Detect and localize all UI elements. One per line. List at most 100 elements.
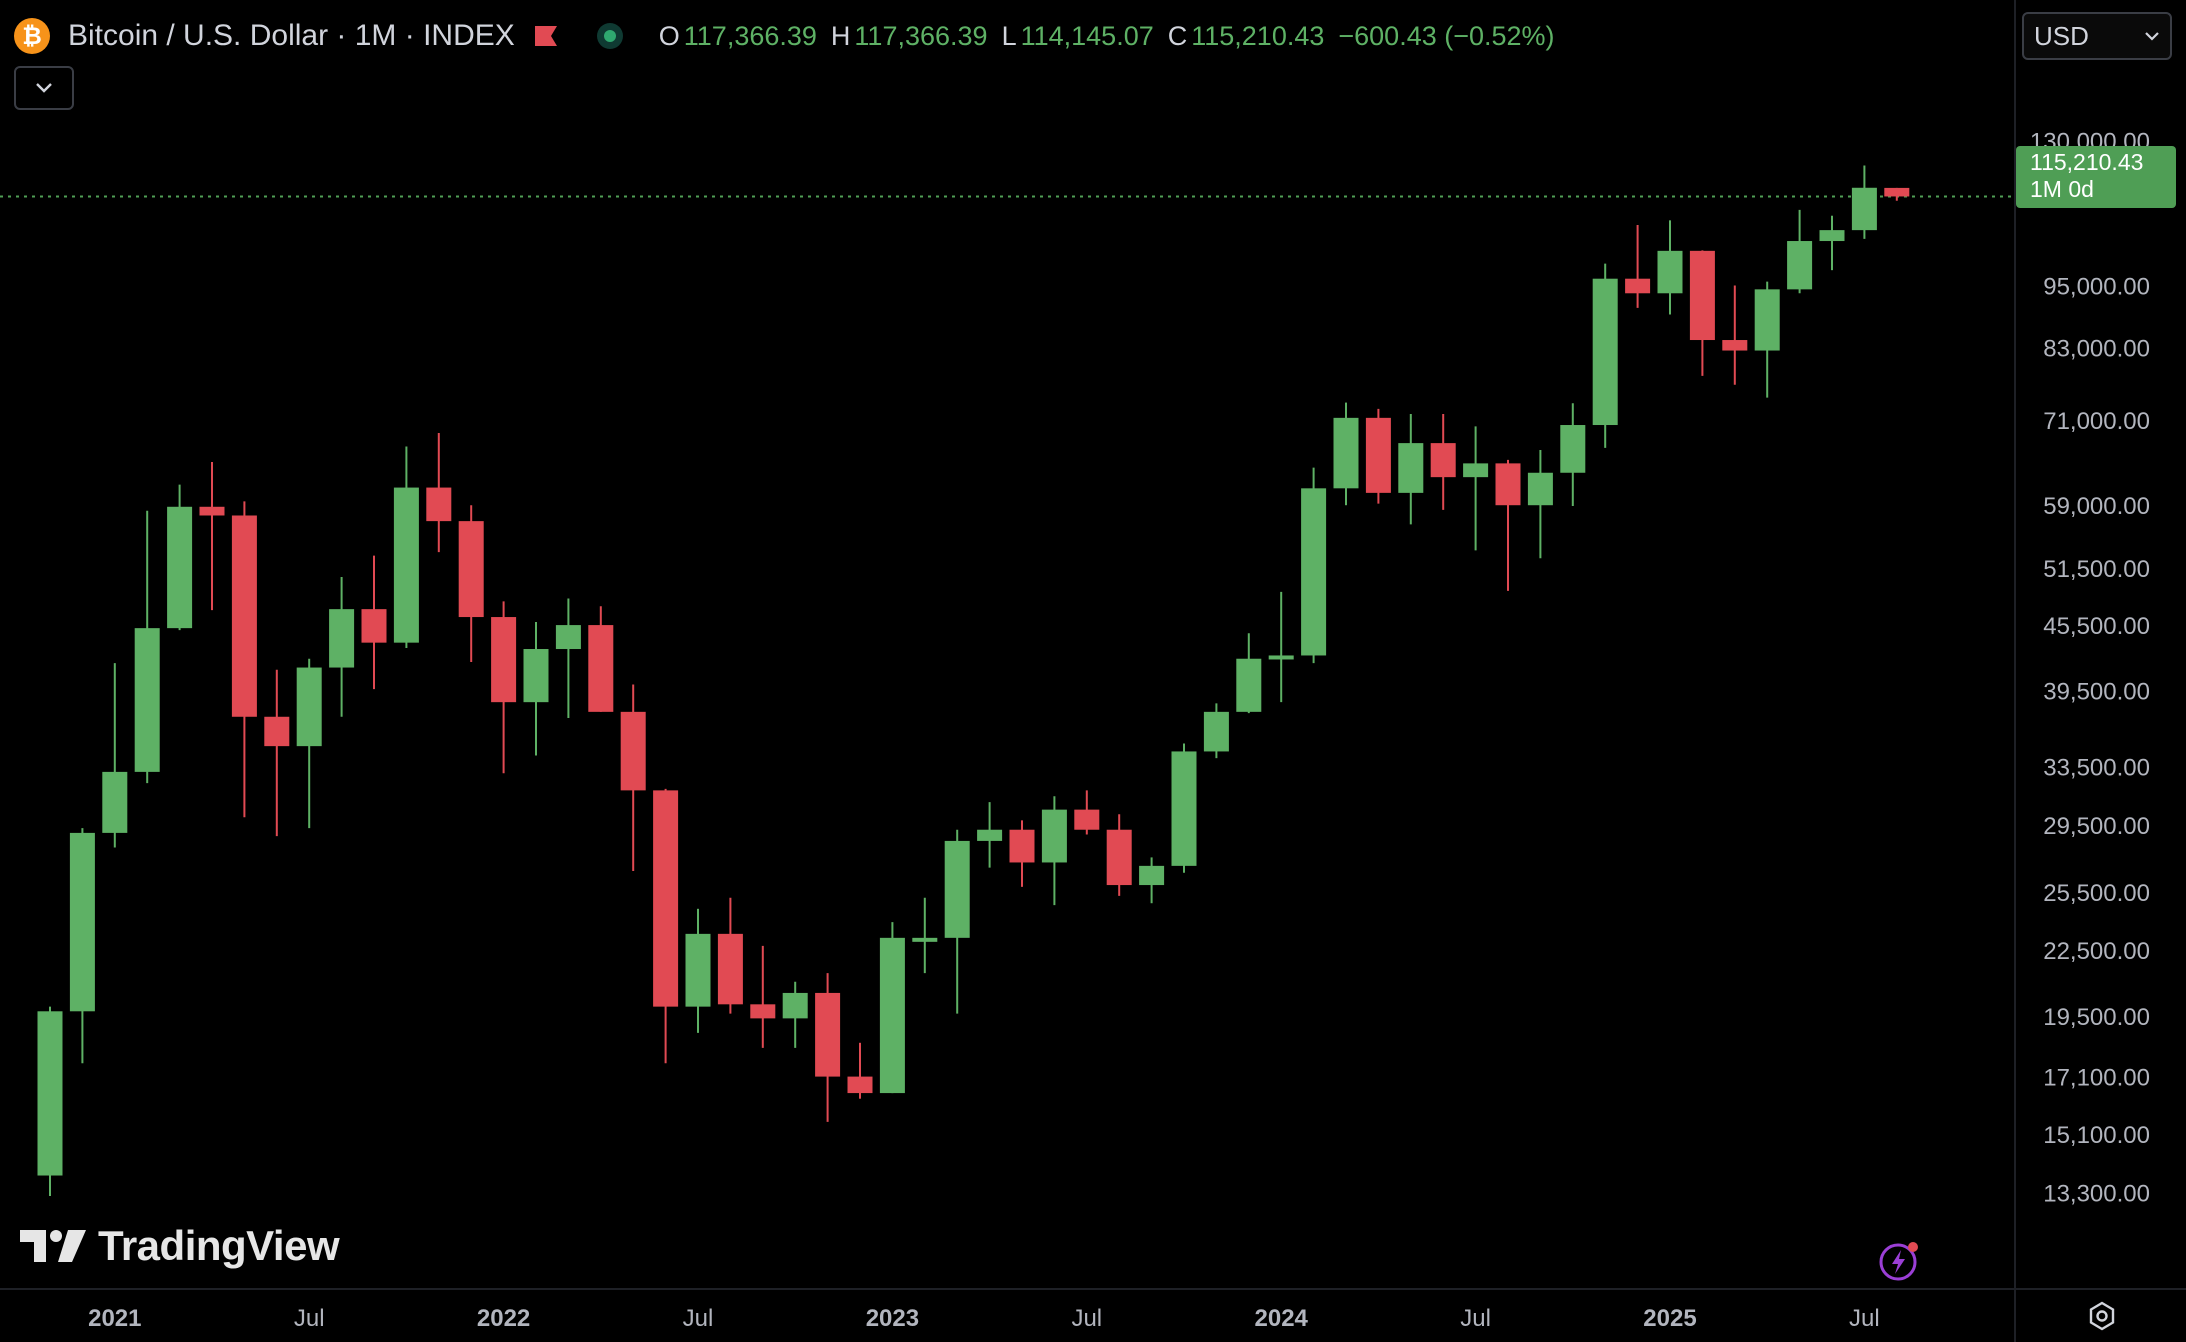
candle-2021-10[interactable] bbox=[393, 446, 419, 648]
candle-2025-04[interactable] bbox=[1754, 281, 1780, 398]
candle-body bbox=[1851, 187, 1877, 231]
candle-2023-03[interactable] bbox=[944, 829, 970, 1014]
candle-2021-11[interactable] bbox=[426, 432, 452, 553]
candle-2025-01[interactable] bbox=[1657, 220, 1683, 315]
candle-2021-04[interactable] bbox=[199, 461, 225, 611]
candle-2021-01[interactable] bbox=[102, 663, 128, 848]
candle-body bbox=[167, 506, 193, 629]
candle-2021-07[interactable] bbox=[296, 658, 322, 829]
candle-body bbox=[879, 937, 905, 1094]
price-axis-divider bbox=[2014, 0, 2016, 1342]
y-tick-label: 83,000.00 bbox=[2043, 336, 2150, 363]
candle-2023-04[interactable] bbox=[977, 802, 1003, 868]
candle-2023-09[interactable] bbox=[1139, 857, 1165, 904]
candle-2024-09[interactable] bbox=[1527, 450, 1553, 559]
candle-2020-11[interactable] bbox=[37, 1006, 63, 1197]
candle-2024-12[interactable] bbox=[1625, 224, 1651, 308]
candle-2023-01[interactable] bbox=[879, 922, 905, 1094]
candle-2023-08[interactable] bbox=[1106, 814, 1132, 896]
collapse-legend-button[interactable] bbox=[14, 66, 74, 110]
candle-body bbox=[361, 609, 387, 643]
candle-2022-01[interactable] bbox=[491, 601, 517, 774]
candle-2022-05[interactable] bbox=[620, 684, 646, 872]
candle-2022-11[interactable] bbox=[815, 973, 841, 1122]
candle-2022-06[interactable] bbox=[653, 788, 679, 1064]
candle-body bbox=[296, 667, 322, 747]
candle-2021-03[interactable] bbox=[167, 484, 193, 631]
candle-2024-07[interactable] bbox=[1463, 426, 1489, 551]
candle-body bbox=[588, 625, 614, 712]
candle-2022-12[interactable] bbox=[847, 1042, 873, 1099]
candle-2023-02[interactable] bbox=[912, 897, 938, 974]
symbol-title[interactable]: Bitcoin / U.S. Dollar · 1M · INDEX bbox=[68, 19, 515, 52]
candle-2021-09[interactable] bbox=[361, 555, 387, 690]
candle-2022-02[interactable] bbox=[523, 622, 549, 756]
candle-body bbox=[491, 617, 517, 703]
settings-icon[interactable] bbox=[2086, 1300, 2118, 1332]
candle-2025-07[interactable] bbox=[1851, 165, 1877, 239]
candle-body bbox=[1430, 443, 1456, 478]
candle-body bbox=[653, 790, 679, 1007]
y-tick-label: 15,100.00 bbox=[2043, 1122, 2150, 1149]
candle-2024-04[interactable] bbox=[1365, 408, 1391, 504]
candle-2022-08[interactable] bbox=[717, 897, 743, 1014]
x-tick-label: 2021 bbox=[88, 1305, 141, 1332]
candle-2025-03[interactable] bbox=[1722, 285, 1748, 385]
candle-body bbox=[1495, 463, 1521, 506]
candle-body bbox=[717, 933, 743, 1005]
flag-icon[interactable] bbox=[533, 23, 559, 49]
candle-2024-03[interactable] bbox=[1333, 402, 1359, 506]
candle-2021-12[interactable] bbox=[458, 505, 484, 663]
candle-2024-11[interactable] bbox=[1592, 263, 1618, 448]
candle-2022-04[interactable] bbox=[588, 606, 614, 712]
symbol-header: ₿ Bitcoin / U.S. Dollar · 1M · INDEX O 11… bbox=[14, 14, 1555, 58]
candle-2023-06[interactable] bbox=[1041, 796, 1067, 906]
candle-2020-12[interactable] bbox=[69, 828, 95, 1064]
ohlc-values: O 117,366.39 H 117,366.39 L 114,145.07 C 115… bbox=[659, 21, 1555, 52]
candle-body bbox=[199, 506, 225, 516]
candle-body bbox=[1527, 472, 1553, 506]
candle-body bbox=[750, 1004, 776, 1019]
candle-body bbox=[1463, 463, 1489, 478]
candle-body bbox=[1333, 417, 1359, 489]
lightning-icon[interactable] bbox=[1878, 1240, 1920, 1282]
candle-2021-05[interactable] bbox=[231, 501, 257, 818]
candle-2023-05[interactable] bbox=[1009, 820, 1035, 887]
candle-2024-01[interactable] bbox=[1268, 591, 1294, 703]
candle-2024-10[interactable] bbox=[1560, 403, 1586, 506]
candle-2023-11[interactable] bbox=[1203, 703, 1229, 759]
low-label: L bbox=[1001, 20, 1017, 51]
candle-2021-06[interactable] bbox=[264, 669, 290, 837]
candle-2023-10[interactable] bbox=[1171, 743, 1197, 873]
tradingview-logo[interactable]: TradingView bbox=[20, 1222, 340, 1270]
candle-body bbox=[393, 487, 419, 643]
candle-2024-06[interactable] bbox=[1430, 413, 1456, 510]
candle-2022-09[interactable] bbox=[750, 945, 776, 1048]
x-tick-label: 2023 bbox=[866, 1305, 919, 1332]
close-label: C bbox=[1167, 20, 1188, 51]
candle-2022-07[interactable] bbox=[685, 908, 711, 1033]
candle-2025-02[interactable] bbox=[1689, 250, 1715, 376]
candle-2025-06[interactable] bbox=[1819, 215, 1845, 271]
market-status-dot-icon[interactable] bbox=[596, 23, 623, 49]
high-value: 117,366.39 bbox=[854, 20, 988, 51]
candle-2024-08[interactable] bbox=[1495, 459, 1521, 591]
candle-2023-12[interactable] bbox=[1236, 633, 1262, 714]
candle-body bbox=[1009, 829, 1035, 863]
candle-body bbox=[1171, 751, 1197, 866]
candle-2021-02[interactable] bbox=[134, 510, 160, 784]
currency-select[interactable]: USD bbox=[2022, 12, 2172, 60]
y-tick-label: 39,500.00 bbox=[2043, 678, 2150, 705]
candle-2022-10[interactable] bbox=[782, 981, 808, 1048]
candle-2025-08[interactable] bbox=[1884, 187, 1910, 201]
candle-2021-08[interactable] bbox=[329, 576, 355, 717]
candle-body bbox=[1787, 241, 1813, 290]
candle-2023-07[interactable] bbox=[1074, 790, 1100, 835]
candle-2022-03[interactable] bbox=[555, 598, 581, 719]
candle-2024-05[interactable] bbox=[1398, 413, 1424, 525]
candle-body bbox=[69, 832, 95, 1012]
candle-body bbox=[426, 487, 452, 522]
candle-2025-05[interactable] bbox=[1787, 209, 1813, 294]
candle-2024-02[interactable] bbox=[1301, 467, 1327, 664]
